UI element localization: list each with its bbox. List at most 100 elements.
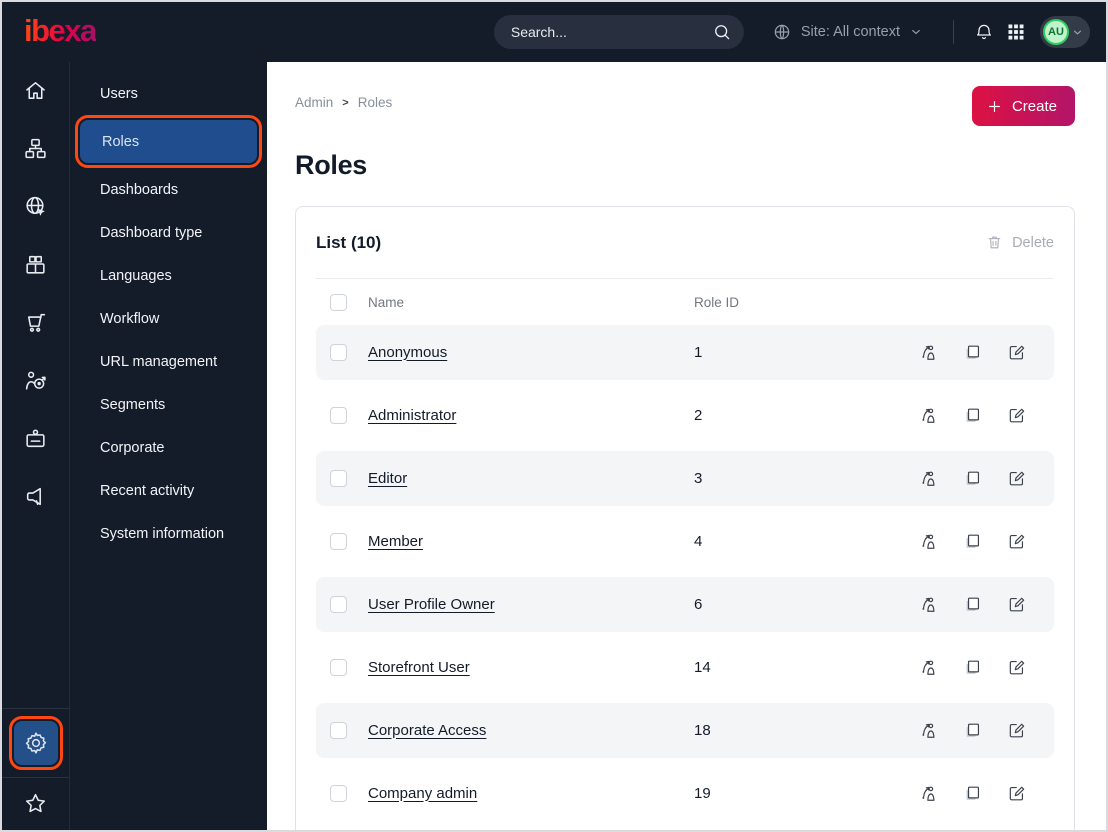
search-icon[interactable]	[712, 22, 732, 42]
role-id-value: 6	[694, 596, 703, 613]
bookmarks-button[interactable]	[23, 791, 48, 816]
global-search[interactable]	[493, 15, 744, 49]
role-name-link[interactable]: Corporate Access	[368, 721, 487, 739]
edit-button[interactable]	[1007, 343, 1026, 362]
menu-item-system-information[interactable]: System information	[78, 512, 259, 555]
copy-button[interactable]	[963, 343, 982, 362]
copy-icon	[966, 471, 980, 485]
edit-button[interactable]	[1007, 595, 1026, 614]
marketing-megaphone-icon[interactable]	[23, 484, 48, 509]
menu-item-segments[interactable]: Segments	[78, 383, 259, 426]
corporate-badge-icon[interactable]	[23, 426, 48, 451]
site-globe-icon[interactable]	[23, 194, 48, 219]
menu-item-workflow[interactable]: Workflow	[78, 297, 259, 340]
table-row: Editor 3	[316, 451, 1054, 506]
assign-users-button[interactable]	[919, 784, 938, 803]
edit-button[interactable]	[1007, 406, 1026, 425]
select-all-checkbox[interactable]	[330, 293, 347, 311]
assign-users-button[interactable]	[919, 532, 938, 551]
search-input[interactable]	[510, 24, 712, 40]
role-name-link[interactable]: Editor	[368, 469, 408, 487]
menu-item-users[interactable]: Users	[78, 72, 259, 115]
content-tree-icon[interactable]	[23, 136, 48, 161]
role-id-value: 18	[694, 722, 711, 739]
breadcrumb-separator: >	[342, 96, 349, 109]
role-id-value: 3	[694, 470, 703, 487]
create-button[interactable]: Create	[971, 86, 1075, 126]
copy-button[interactable]	[963, 532, 982, 551]
edit-icon	[1009, 660, 1025, 675]
topbar: ibexa Site: All context AU	[2, 2, 1106, 62]
menu-item-languages[interactable]: Languages	[78, 254, 259, 297]
chevron-down-icon	[1073, 30, 1082, 35]
row-checkbox[interactable]	[330, 785, 347, 802]
role-name-link[interactable]: Administrator	[368, 406, 457, 424]
breadcrumb-current: Roles	[357, 95, 393, 110]
assign-users-button[interactable]	[919, 595, 938, 614]
plus-icon	[988, 100, 1000, 112]
edit-button[interactable]	[1007, 658, 1026, 677]
app-switcher-button[interactable]	[1000, 16, 1032, 48]
breadcrumb-parent[interactable]: Admin	[295, 95, 334, 110]
assign-users-button[interactable]	[919, 658, 938, 677]
edit-button[interactable]	[1007, 721, 1026, 740]
delete-button[interactable]: Delete	[986, 234, 1054, 251]
menu-item-roles[interactable]: Roles	[75, 115, 262, 168]
role-id-value: 1	[694, 344, 703, 361]
home-icon[interactable]	[23, 78, 48, 103]
edit-button[interactable]	[1007, 784, 1026, 803]
role-name-link[interactable]: Anonymous	[368, 343, 448, 361]
menu-item-url-management[interactable]: URL management	[78, 340, 259, 383]
menu-item-label: Segments	[100, 396, 166, 413]
menu-item-corporate[interactable]: Corporate	[78, 426, 259, 469]
table-header: Name Role ID	[316, 279, 1054, 325]
site-context-dropdown[interactable]: Site: All context	[772, 22, 923, 42]
row-checkbox[interactable]	[330, 407, 347, 424]
role-name-link[interactable]: Company admin	[368, 784, 478, 802]
user-menu[interactable]: AU	[1040, 16, 1090, 48]
copy-button[interactable]	[963, 469, 982, 488]
table-row: Company admin 19	[316, 766, 1054, 821]
copy-button[interactable]	[963, 406, 982, 425]
menu-item-label: Workflow	[100, 310, 160, 327]
assign-users-button[interactable]	[919, 406, 938, 425]
roles-list-card: List (10) Delete Name Role ID Anonymous	[295, 206, 1075, 830]
assign-users-icon	[922, 345, 935, 360]
menu-item-label: Dashboards	[100, 181, 179, 198]
menu-item-recent-activity[interactable]: Recent activity	[78, 469, 259, 512]
table-row: Member 4	[316, 514, 1054, 569]
table-row: Anonymous 1	[316, 325, 1054, 380]
row-checkbox[interactable]	[330, 722, 347, 739]
edit-icon	[1009, 534, 1025, 549]
row-checkbox[interactable]	[330, 596, 347, 613]
column-header-name: Name	[368, 294, 405, 310]
commerce-cart-icon[interactable]	[23, 310, 48, 335]
menu-item-label: Users	[100, 85, 138, 102]
row-checkbox[interactable]	[330, 659, 347, 676]
admin-settings-button[interactable]	[8, 716, 63, 770]
menu-item-dashboards[interactable]: Dashboards	[78, 168, 259, 211]
notifications-button[interactable]	[968, 16, 1000, 48]
role-name-link[interactable]: Member	[368, 532, 424, 550]
copy-button[interactable]	[963, 595, 982, 614]
menu-item-label: URL management	[100, 353, 218, 370]
role-name-link[interactable]: User Profile Owner	[368, 595, 495, 613]
assign-users-button[interactable]	[919, 721, 938, 740]
copy-button[interactable]	[963, 784, 982, 803]
products-icon[interactable]	[23, 252, 48, 277]
row-checkbox[interactable]	[330, 470, 347, 487]
edit-button[interactable]	[1007, 469, 1026, 488]
edit-button[interactable]	[1007, 532, 1026, 551]
assign-users-button[interactable]	[919, 469, 938, 488]
copy-button[interactable]	[963, 721, 982, 740]
personalization-target-icon[interactable]	[23, 368, 48, 393]
chevron-down-icon	[912, 29, 920, 35]
role-name-link[interactable]: Storefront User	[368, 658, 470, 676]
copy-button[interactable]	[963, 658, 982, 677]
row-checkbox[interactable]	[330, 344, 347, 361]
row-checkbox[interactable]	[330, 533, 347, 550]
menu-item-dashboard-type[interactable]: Dashboard type	[78, 211, 259, 254]
settings-gear-icon	[25, 732, 46, 754]
assign-users-button[interactable]	[919, 343, 938, 362]
